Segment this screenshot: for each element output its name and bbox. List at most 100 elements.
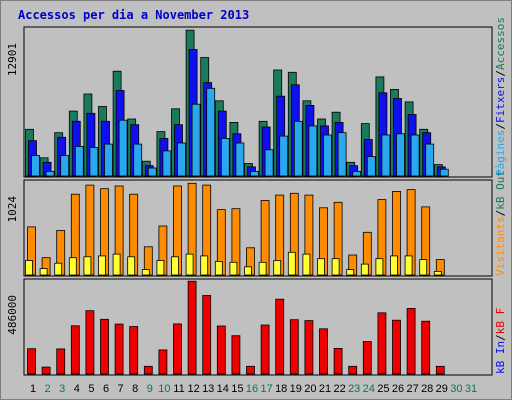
bar-pages-day-16	[250, 170, 259, 177]
bar-unique_visitors-day-9	[141, 269, 150, 276]
bar-pages-day-4	[74, 145, 84, 177]
bar-pages-day-9	[147, 167, 157, 177]
bar-unique_visitors-day-22	[331, 258, 340, 276]
day-label-20: 20	[304, 383, 316, 395]
bar-unique_visitors-day-3	[54, 262, 63, 276]
day-label-27: 27	[406, 383, 418, 395]
bar-bandwidth-day-8	[129, 326, 139, 375]
day-label-23: 23	[348, 383, 360, 395]
bar-bandwidth-day-23	[348, 365, 358, 375]
day-label-2: 2	[45, 383, 51, 395]
bar-pages-day-17	[264, 149, 274, 177]
bandwidth-ymax-label: 486000	[6, 295, 19, 335]
bar-bandwidth-day-22	[333, 347, 343, 375]
day-label-9: 9	[147, 383, 153, 395]
bar-bandwidth-day-10	[158, 349, 168, 375]
bar-unique_visitors-day-12	[185, 253, 194, 276]
day-label-4: 4	[74, 383, 80, 395]
bar-pages-day-10	[162, 150, 172, 177]
day-label-5: 5	[88, 383, 94, 395]
bar-unique_visitors-day-1	[25, 260, 33, 276]
bar-bandwidth-day-24	[362, 341, 372, 375]
bar-bandwidth-day-21	[319, 328, 328, 375]
bar-unique_visitors-day-23	[346, 269, 355, 276]
day-label-18: 18	[275, 383, 287, 395]
bar-pages-day-29	[439, 168, 449, 177]
bar-bandwidth-day-7	[114, 323, 124, 375]
day-label-26: 26	[392, 383, 404, 395]
bar-unique_visitors-day-29	[433, 270, 442, 276]
bar-unique_visitors-day-19	[287, 251, 296, 276]
bar-bandwidth-day-11	[173, 323, 182, 375]
bar-pages-day-14	[220, 137, 230, 177]
bar-pages-day-22	[337, 132, 347, 177]
bar-unique_visitors-day-8	[127, 256, 136, 276]
day-label-30: 30	[450, 383, 462, 395]
day-label-22: 22	[333, 383, 345, 395]
day-label-12: 12	[187, 383, 199, 395]
bar-marks	[25, 29, 449, 375]
bar-bandwidth-day-2	[41, 366, 51, 375]
bar-unique_visitors-day-4	[68, 257, 77, 276]
bar-unique_visitors-day-26	[390, 255, 398, 276]
bar-unique_visitors-day-13	[200, 255, 209, 276]
bar-unique_visitors-day-6	[98, 255, 106, 276]
legend-panel2: Visitants/kB Out	[494, 170, 507, 276]
day-label-14: 14	[217, 383, 229, 395]
day-label-8: 8	[132, 383, 138, 395]
day-labels: 1 2 3 4 5 6 7 8 9 10 11 12 13 14 15 16 17 18 19 20 21 22 23 24 2…	[30, 383, 477, 395]
bar-bandwidth-day-13	[202, 295, 212, 375]
bar-unique_visitors-day-28	[419, 259, 428, 276]
bar-unique_visitors-day-10	[156, 260, 165, 276]
bar-pages-day-3	[60, 155, 70, 177]
bar-pages-day-26	[396, 133, 405, 177]
bar-pages-day-18	[279, 135, 289, 177]
bar-pages-day-27	[410, 134, 420, 177]
day-label-19: 19	[290, 383, 302, 395]
visitants-ymax-label: 1024	[6, 196, 19, 223]
bar-bandwidth-day-19	[289, 319, 299, 375]
bar-pages-day-28	[425, 143, 435, 177]
bar-pages-day-23	[352, 170, 362, 177]
bar-pages-day-1	[31, 155, 40, 177]
bar-pages-day-19	[293, 120, 303, 177]
bar-unique_visitors-day-17	[258, 261, 267, 276]
day-label-25: 25	[377, 383, 389, 395]
day-label-10: 10	[158, 383, 170, 395]
bar-bandwidth-day-29	[435, 365, 445, 375]
bar-bandwidth-day-20	[304, 320, 314, 375]
bar-pages-day-15	[235, 142, 245, 177]
bar-pages-day-13	[206, 87, 216, 177]
day-label-6: 6	[103, 383, 109, 395]
bar-bandwidth-day-5	[85, 310, 95, 375]
bar-unique_visitors-day-18	[273, 260, 282, 276]
bar-bandwidth-day-14	[216, 325, 226, 375]
bar-unique_visitors-day-11	[171, 256, 179, 276]
bar-pages-day-8	[133, 143, 143, 177]
accessos-ymax-label: 12901	[6, 43, 19, 76]
bar-pages-day-5	[89, 147, 99, 177]
bar-bandwidth-day-25	[377, 312, 387, 375]
day-label-7: 7	[118, 383, 124, 395]
bar-pages-day-7	[118, 119, 128, 177]
bar-pages-day-24	[366, 156, 376, 177]
day-label-16: 16	[246, 383, 258, 395]
bar-bandwidth-day-17	[260, 324, 270, 375]
bar-bandwidth-day-27	[406, 307, 416, 375]
chart-title: Accessos per dia a November 2013	[18, 8, 249, 22]
bar-unique_visitors-day-7	[112, 253, 121, 276]
bar-pages-day-2	[45, 170, 55, 177]
bar-pages-day-20	[308, 125, 318, 177]
bar-unique_visitors-day-20	[302, 253, 311, 276]
bar-bandwidth-day-6	[100, 318, 109, 375]
day-label-17: 17	[260, 383, 272, 395]
day-label-11: 11	[173, 383, 184, 395]
bar-bandwidth-day-26	[392, 319, 401, 375]
bar-bandwidth-day-3	[56, 348, 66, 375]
day-label-21: 21	[319, 383, 331, 395]
day-label-1: 1	[30, 383, 36, 395]
bar-bandwidth-day-9	[143, 365, 153, 375]
bar-unique_visitors-day-2	[39, 268, 48, 276]
day-label-29: 29	[436, 383, 448, 395]
